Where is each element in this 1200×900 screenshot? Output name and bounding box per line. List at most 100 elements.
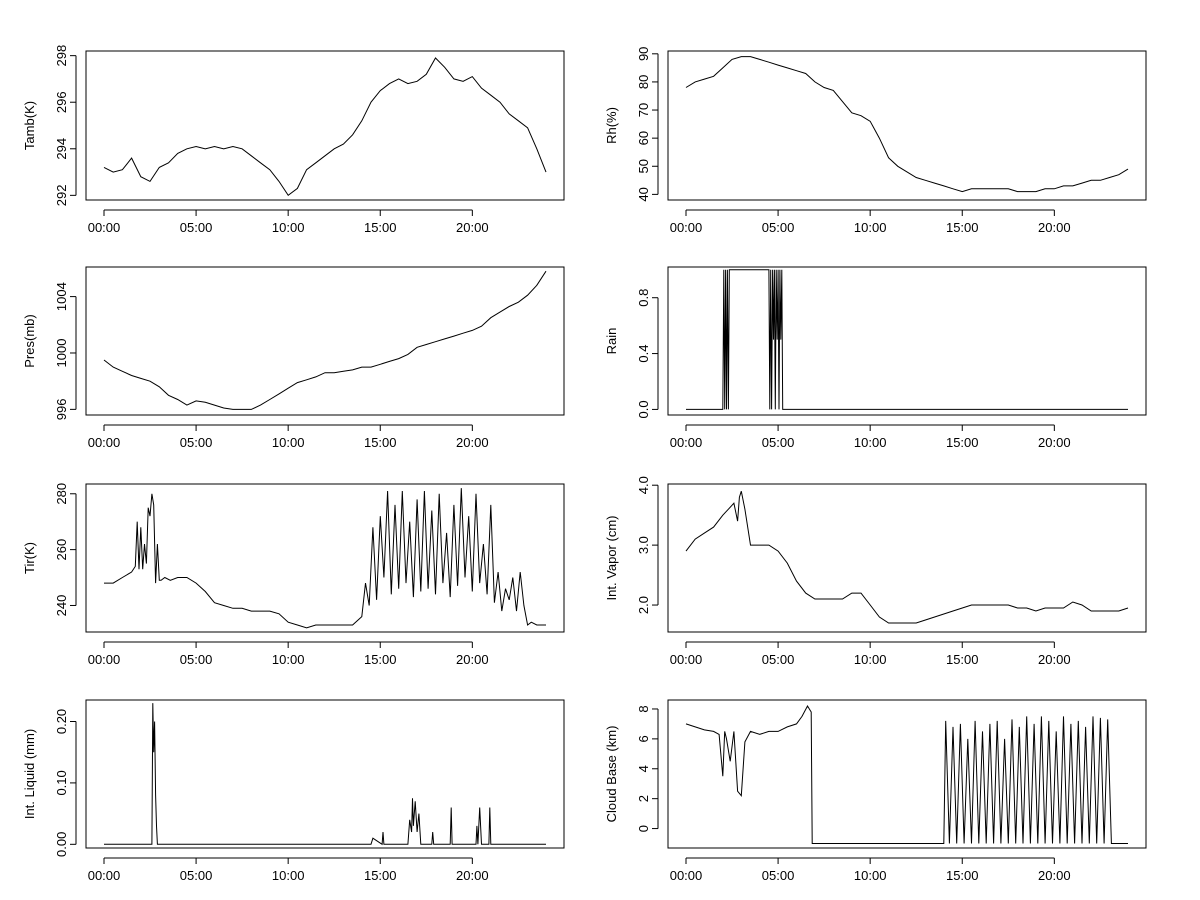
y-tick-label: 80 xyxy=(636,75,651,89)
y-tick-label: 1004 xyxy=(54,282,69,311)
y-axis-label: Tir(K) xyxy=(22,542,37,574)
series-line xyxy=(103,57,547,197)
series-line xyxy=(685,704,1128,844)
y-tick-label: 70 xyxy=(636,103,651,117)
y-axis-label: Tamb(K) xyxy=(22,101,37,150)
series-line xyxy=(685,491,1129,624)
y-tick-label: 90 xyxy=(636,47,651,61)
y-tick-label: 280 xyxy=(54,483,69,505)
y-tick-label: 0.4 xyxy=(636,345,651,363)
x-tick-label: 10:00 xyxy=(272,220,305,235)
x-tick-label: 05:00 xyxy=(180,435,213,450)
y-tick-label: 4 xyxy=(636,765,651,772)
x-tick-label: 00:00 xyxy=(670,435,703,450)
x-tick-label: 20:00 xyxy=(456,435,489,450)
x-tick-label: 10:00 xyxy=(854,652,887,667)
series-line xyxy=(685,56,1129,193)
y-tick-label: 292 xyxy=(54,184,69,206)
x-tick-label: 10:00 xyxy=(272,652,305,667)
x-tick-label: 00:00 xyxy=(670,220,703,235)
panel-5: 00:00 05:00 10:00 15:00 20:00 2.0 3.0 4.0 Int. V… xyxy=(604,476,1147,667)
x-tick-label: 05:00 xyxy=(762,220,795,235)
y-tick-label: 4.0 xyxy=(636,476,651,494)
y-tick-label: 0.10 xyxy=(54,770,69,795)
x-tick-label: 20:00 xyxy=(456,868,489,883)
series-line xyxy=(103,270,547,410)
x-tick-label: 15:00 xyxy=(364,435,397,450)
x-tick-label: 10:00 xyxy=(272,868,305,883)
y-tick-label: 40 xyxy=(636,187,651,201)
panel-6: 00:00 05:00 10:00 15:00 20:00 0.00 0.10 0.20 Int… xyxy=(22,699,565,883)
y-tick-label: 3.0 xyxy=(636,536,651,554)
y-axis-label: Int. Vapor (cm) xyxy=(604,515,619,600)
y-tick-label: 0.0 xyxy=(636,400,651,418)
x-tick-label: 05:00 xyxy=(762,868,795,883)
plot-frame xyxy=(85,699,565,849)
y-tick-label: 0 xyxy=(636,825,651,832)
y-tick-label: 996 xyxy=(54,399,69,421)
series-line xyxy=(104,703,546,846)
plot-frame xyxy=(85,266,565,416)
x-tick-label: 00:00 xyxy=(88,868,121,883)
y-tick-label: 0.8 xyxy=(636,289,651,307)
y-tick-label: 0.20 xyxy=(54,709,69,734)
y-tick-label: 1000 xyxy=(54,339,69,368)
x-tick-label: 15:00 xyxy=(946,652,979,667)
y-tick-label: 60 xyxy=(636,131,651,145)
x-tick-label: 15:00 xyxy=(946,435,979,450)
x-tick-label: 20:00 xyxy=(1038,868,1071,883)
x-tick-label: 15:00 xyxy=(946,868,979,883)
y-tick-label: 294 xyxy=(54,138,69,160)
x-tick-label: 00:00 xyxy=(88,435,121,450)
panel-2: 00:00 05:00 10:00 15:00 20:00 996 1000 1004 Pres… xyxy=(22,266,565,450)
x-tick-label: 20:00 xyxy=(1038,435,1071,450)
y-axis-label: Cloud Base (km) xyxy=(604,726,619,823)
x-tick-label: 10:00 xyxy=(272,435,305,450)
x-tick-label: 20:00 xyxy=(456,220,489,235)
x-tick-label: 10:00 xyxy=(854,220,887,235)
plot-frame xyxy=(85,483,565,633)
panel-1: 00:00 05:00 10:00 15:00 20:00 40 50 60 70 80 90 Rh(… xyxy=(604,47,1147,235)
y-axis-label: Int. Liquid (mm) xyxy=(22,729,37,819)
x-tick-label: 05:00 xyxy=(180,220,213,235)
y-tick-label: 2 xyxy=(636,795,651,802)
x-tick-label: 00:00 xyxy=(88,220,121,235)
plot-frame xyxy=(667,50,1147,201)
x-tick-label: 05:00 xyxy=(762,652,795,667)
x-tick-label: 05:00 xyxy=(180,652,213,667)
x-tick-label: 15:00 xyxy=(946,220,979,235)
series-line xyxy=(104,488,546,629)
x-tick-label: 15:00 xyxy=(364,868,397,883)
panel-7: 00:00 05:00 10:00 15:00 20:00 0 2 4 6 8 Cloud Base… xyxy=(604,699,1147,883)
panel-4: 00:00 05:00 10:00 15:00 20:00 240 260 280 Tir(K) xyxy=(22,483,565,667)
y-tick-label: 0.00 xyxy=(54,832,69,857)
y-tick-label: 296 xyxy=(54,91,69,113)
x-tick-label: 15:00 xyxy=(364,652,397,667)
y-tick-label: 240 xyxy=(54,595,69,617)
x-tick-label: 00:00 xyxy=(670,652,703,667)
y-axis-label: Rain xyxy=(604,328,619,355)
x-tick-label: 00:00 xyxy=(670,868,703,883)
x-tick-label: 20:00 xyxy=(1038,220,1071,235)
x-tick-label: 20:00 xyxy=(1038,652,1071,667)
y-tick-label: 260 xyxy=(54,539,69,561)
x-tick-label: 15:00 xyxy=(364,220,397,235)
plot-frame xyxy=(667,483,1147,633)
x-tick-label: 05:00 xyxy=(180,868,213,883)
y-axis-label: Pres(mb) xyxy=(22,314,37,367)
plot-frame xyxy=(667,266,1147,416)
plot-frame xyxy=(667,699,1147,849)
y-tick-label: 8 xyxy=(636,705,651,712)
y-axis-label: Rh(%) xyxy=(604,107,619,144)
x-tick-label: 10:00 xyxy=(854,435,887,450)
panel-0: 00:00 05:00 10:00 15:00 20:00 292 294 296 298 Tam… xyxy=(22,45,565,235)
x-tick-label: 05:00 xyxy=(762,435,795,450)
x-tick-label: 10:00 xyxy=(854,868,887,883)
x-tick-label: 00:00 xyxy=(88,652,121,667)
plot-frame xyxy=(85,50,565,201)
series-line xyxy=(686,269,1128,410)
y-tick-label: 298 xyxy=(54,45,69,67)
x-tick-label: 20:00 xyxy=(456,652,489,667)
y-tick-label: 6 xyxy=(636,735,651,742)
